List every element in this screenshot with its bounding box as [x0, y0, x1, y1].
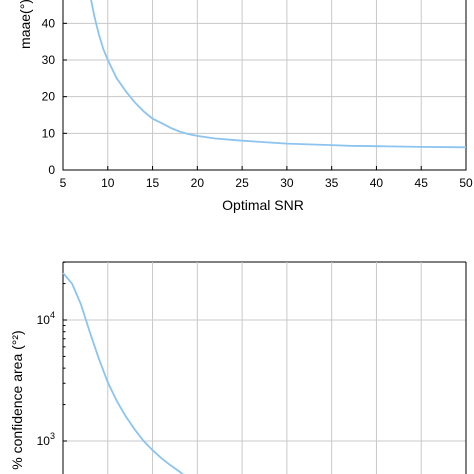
top-x-tick-label: 25 — [235, 176, 249, 190]
top-x-tick-label: 35 — [325, 176, 339, 190]
bottom-plot: % confidence area (°²) 104 103 — [9, 261, 467, 474]
bottom-y-tick-label: 104 — [37, 310, 55, 327]
top-x-tick-label: 30 — [280, 176, 294, 190]
bottom-y-tick-label: 103 — [37, 431, 55, 448]
bottom-axes-sides — [62, 262, 467, 474]
top-x-tick-label: 10 — [101, 176, 115, 190]
top-x-tick-label: 15 — [146, 176, 160, 190]
top-series-line — [90, 0, 467, 149]
top-y-tick-label: 20 — [42, 90, 56, 104]
top-x-axis-label: Optimal SNR — [222, 197, 304, 213]
top-x-tick-label: 50 — [459, 176, 473, 190]
bottom-y-axis-label: % confidence area (°²) — [9, 330, 25, 469]
top-x-tick-label: 45 — [415, 176, 429, 190]
top-x-tick-label: 5 — [60, 176, 67, 190]
top-x-tick-label: 20 — [191, 176, 205, 190]
top-y-tick-label: 40 — [42, 16, 56, 30]
top-y-tick-label: 0 — [48, 163, 55, 177]
top-x-tick-label: 40 — [370, 176, 384, 190]
top-y-tick-label: 10 — [42, 126, 56, 140]
top-plot: maae(°) Optimal SNR 5 10 15 20 25 30 35 40 45 50 0… — [17, 0, 473, 213]
top-y-tick-label: 30 — [42, 53, 56, 67]
top-y-axis-label: maae(°) — [17, 0, 33, 49]
bottom-series-line — [62, 272, 184, 474]
top-axes-frame — [62, 0, 467, 171]
